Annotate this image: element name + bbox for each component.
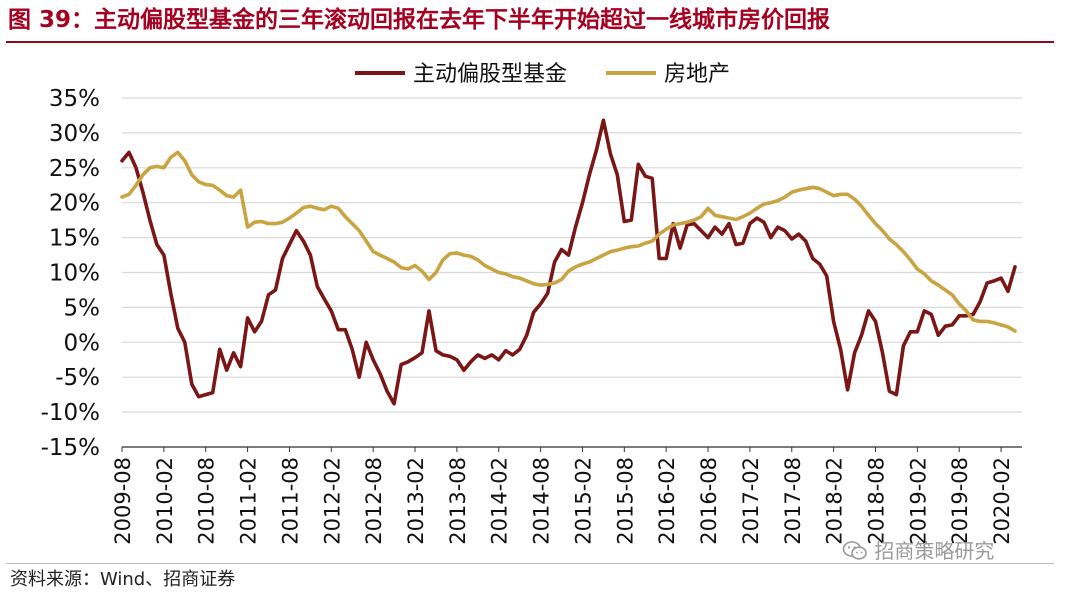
legend-label-fund: 主动偏股型基金	[413, 62, 567, 87]
x-tick-label: 2016-08	[697, 457, 721, 545]
legend-label-property: 房地产	[664, 62, 730, 87]
y-tick-label: 5%	[64, 295, 101, 321]
x-tick-label: 2009-08	[111, 457, 135, 545]
y-tick-label: 10%	[49, 261, 100, 287]
x-tick-label: 2014-08	[530, 457, 554, 545]
y-tick-label: 15%	[49, 226, 100, 252]
x-tick-label: 2016-02	[655, 457, 679, 545]
source-note: 资料来源：Wind、招商证券	[10, 569, 236, 590]
x-tick-label: 2013-02	[404, 457, 428, 545]
x-tick-label: 2010-08	[195, 457, 219, 545]
watermark-text: 招商策略研究	[874, 539, 995, 563]
x-tick-label: 2015-08	[613, 457, 637, 545]
x-tick-label: 2017-02	[739, 457, 763, 545]
series	[120, 118, 1017, 406]
y-tick-label: -5%	[55, 365, 100, 391]
legend: 主动偏股型基金 房地产	[355, 62, 730, 87]
x-tick-label: 2010-02	[153, 457, 177, 545]
line-chart: 35% 30% 25% 20% 15% 10% 5% 0% -5% -10% -15% 2009-08…	[41, 62, 1022, 545]
x-tick-label: 2011-08	[278, 457, 302, 545]
y-tick-label: 0%	[64, 330, 101, 356]
x-tick-label: 2014-02	[488, 457, 512, 545]
x-tick-label: 2017-08	[781, 457, 805, 545]
y-tick-label: -10%	[41, 400, 100, 426]
x-tick-label: 2019-08	[948, 457, 972, 545]
x-tick-label: 2018-02	[823, 457, 847, 545]
x-tick-label: 2015-02	[571, 457, 595, 545]
y-tick-label: 20%	[49, 191, 100, 217]
x-tick-label: 2012-08	[362, 457, 386, 545]
title-divider	[6, 41, 1054, 43]
x-tick-label: 2020-02	[990, 457, 1014, 545]
wechat-icon	[842, 541, 867, 560]
series-line-property	[120, 150, 1017, 333]
x-tick-label: 2019-02	[906, 457, 930, 545]
footer-divider	[6, 563, 1054, 564]
x-tick-label: 2011-02	[237, 457, 261, 545]
grid	[122, 97, 1022, 448]
series-line-fund	[120, 118, 1017, 406]
x-tick-label: 2013-08	[446, 457, 470, 545]
watermark: 招商策略研究	[842, 535, 994, 564]
y-tick-label: 30%	[49, 121, 100, 147]
x-tick-label: 2018-08	[864, 457, 888, 545]
y-tick-label: -15%	[41, 435, 100, 461]
x-tick-label: 2012-02	[320, 457, 344, 545]
y-tick-label: 25%	[49, 156, 100, 182]
chart-title: 图 39：主动偏股型基金的三年滚动回报在去年下半年开始超过一线城市房价回报	[8, 7, 831, 33]
axes: 35% 30% 25% 20% 15% 10% 5% 0% -5% -10% -15% 2009-08…	[41, 86, 1022, 545]
y-tick-label: 35%	[49, 86, 100, 112]
